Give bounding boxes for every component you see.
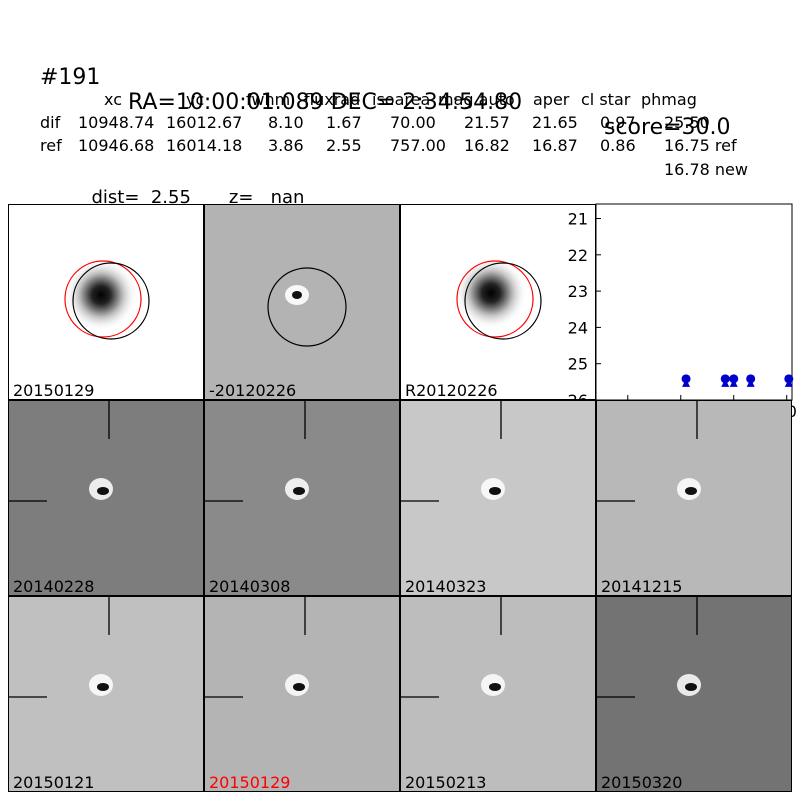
panel-label: -20120226 (209, 381, 297, 400)
table-cell: 0.97 (600, 113, 636, 132)
subtraction-svg (597, 401, 701, 502)
subtraction-svg (9, 597, 113, 698)
table-cell: 3.86 (268, 136, 304, 155)
ref-circle (456, 260, 534, 338)
column-header: yc (186, 90, 205, 109)
score: score=30.0 (604, 115, 731, 140)
subtraction-panel: 20150320 (596, 596, 792, 792)
ref-image-svg (455, 257, 542, 340)
y-tick-label: 25 (568, 355, 588, 374)
ref-circle (64, 260, 142, 338)
residual-negative (489, 683, 501, 691)
y-tick-label: 23 (568, 282, 588, 301)
panel-label: 20150213 (405, 773, 487, 792)
table-cell: 16.82 (464, 136, 510, 155)
panel-new-image: 20150129 (8, 204, 204, 400)
star-blob (65, 259, 137, 331)
diff-image-svg (267, 267, 347, 347)
table-cell: 757.00 (390, 136, 446, 155)
column-header: isoarea (372, 90, 431, 109)
y-tick-label: 22 (568, 246, 588, 265)
table-cell: 16012.67 (166, 113, 243, 132)
subtraction-panel: 20140228 (8, 400, 204, 596)
data-point (681, 374, 691, 384)
column-header: fwhm (246, 90, 291, 109)
subtraction-svg (205, 401, 309, 502)
table-cell: 8.10 (268, 113, 304, 132)
y-tick-label: 24 (568, 318, 588, 337)
panel-diff-image: -20120226 (204, 204, 400, 400)
residual-negative (685, 683, 697, 691)
dist-value: dist= 2.55 (91, 187, 191, 208)
table-cell: 25.50 (664, 113, 710, 132)
table-cell: 10946.68 (78, 136, 155, 155)
coordinates: RA=10:00:01.089 DEC= 2:34:54.80 (128, 90, 523, 115)
panel-label: R20120226 (405, 381, 498, 400)
residual-negative (97, 683, 109, 691)
column-header: fluxrad (304, 90, 361, 109)
data-point (720, 374, 730, 384)
panel-ref-image: R20120226 (400, 204, 596, 400)
subtraction-svg (9, 401, 113, 502)
dif-circle (464, 262, 542, 340)
plot-frame (595, 203, 793, 401)
subtraction-svg (401, 401, 505, 502)
subtraction-svg (205, 597, 309, 698)
z-value: z= nan (228, 187, 305, 208)
title-line: #191 RA=10:00:01.089 DEC= 2:34:54.80 sco… (0, 40, 800, 140)
data-point (729, 374, 739, 384)
residual-negative (489, 487, 501, 495)
new-image-svg (64, 259, 150, 340)
table-cell: 1.67 (326, 113, 362, 132)
panel-label: 20140228 (13, 577, 95, 596)
subtraction-panel: 20150121 (8, 596, 204, 792)
table-cell: 70.00 (390, 113, 436, 132)
residual-negative (293, 683, 305, 691)
subtraction-panel: 20150213 (400, 596, 596, 792)
table-cell: 0.86 (600, 136, 636, 155)
dif-circle (267, 267, 347, 347)
light-curve-plot: 212223242526−100−50050 (568, 203, 797, 421)
table-cell: 16014.18 (166, 136, 243, 155)
table-cell: 2.55 (326, 136, 362, 155)
table-cell: 10948.74 (78, 113, 155, 132)
row-label: ref (40, 136, 62, 155)
panel-label: 20140308 (209, 577, 291, 596)
new-phmag: 16.78 new (664, 160, 748, 179)
table-cell: 16.75 ref (664, 136, 737, 155)
y-tick-label: 21 (568, 210, 588, 229)
panel-label: 20140323 (405, 577, 487, 596)
table-cell: 16.87 (532, 136, 578, 155)
residual-negative (97, 487, 109, 495)
candidate-id: #191 (40, 65, 101, 90)
subtraction-svg (597, 597, 701, 698)
column-header: aper (533, 90, 570, 109)
subtraction-panel: 20150129 (204, 596, 400, 792)
panel-label: 20150320 (601, 773, 683, 792)
panel-label: 20150129 (209, 773, 291, 792)
column-header: xc (104, 90, 122, 109)
panel-label: 20141215 (601, 577, 683, 596)
table-cell: 21.65 (532, 113, 578, 132)
subtraction-svg (401, 597, 505, 698)
column-header: cl star (581, 90, 631, 109)
row-label: dif (40, 113, 61, 132)
table-cell: 21.57 (464, 113, 510, 132)
panel-label: 20150129 (13, 381, 95, 400)
column-header: phmag (641, 90, 697, 109)
subtraction-panel: 20141215 (596, 400, 792, 596)
column-header: mag auto (438, 90, 515, 109)
residual-negative (685, 487, 697, 495)
data-point (784, 374, 794, 384)
subtraction-panel: 20140323 (400, 400, 596, 596)
distance-line: dist= 2.55 z= nan (80, 166, 304, 208)
residual-negative (293, 487, 305, 495)
panel-label: 20150121 (13, 773, 95, 792)
dif-circle (72, 262, 150, 340)
data-point (746, 374, 756, 384)
subtraction-panel: 20140308 (204, 400, 400, 596)
light-curve-svg: 212223242526−100−50050 (568, 203, 797, 421)
